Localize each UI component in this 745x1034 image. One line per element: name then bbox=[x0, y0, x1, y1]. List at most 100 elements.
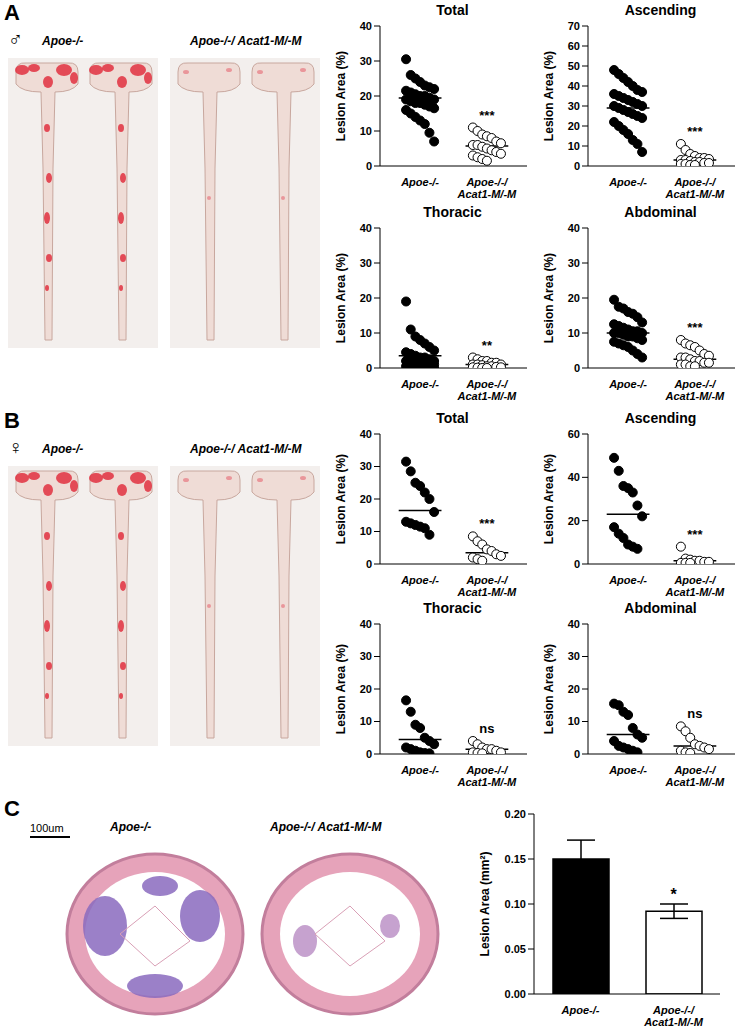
svg-text:0.05: 0.05 bbox=[505, 943, 526, 955]
svg-text:***: *** bbox=[687, 527, 703, 542]
svg-text:Apoe-/-: Apoe-/- bbox=[400, 378, 439, 390]
svg-text:10: 10 bbox=[568, 327, 580, 339]
svg-text:Apoe-/-: Apoe-/- bbox=[608, 764, 647, 776]
svg-text:0: 0 bbox=[574, 748, 580, 760]
svg-text:Lesion Area (mm²): Lesion Area (mm²) bbox=[478, 852, 492, 957]
svg-text:Apoe-/-/Acat1-M/-M: Apoe-/-/Acat1-M/-M bbox=[665, 574, 726, 598]
html-text:Total: Total bbox=[436, 410, 469, 426]
svg-text:***: *** bbox=[479, 516, 495, 531]
svg-text:30: 30 bbox=[360, 650, 372, 662]
svg-text:Lesion Area (%): Lesion Area (%) bbox=[334, 51, 348, 141]
svg-text:40: 40 bbox=[360, 428, 372, 440]
svg-text:0: 0 bbox=[574, 558, 580, 570]
svg-text:Lesion Area (%): Lesion Area (%) bbox=[334, 454, 348, 544]
svg-text:Apoe-/-: Apoe-/- bbox=[561, 1004, 600, 1016]
svg-text:Apoe-/-/Acat1-M/-M: Apoe-/-/Acat1-M/-M bbox=[457, 764, 518, 788]
svg-text:Apoe-/-: Apoe-/- bbox=[608, 574, 647, 586]
svg-text:0: 0 bbox=[366, 160, 372, 172]
svg-text:10: 10 bbox=[568, 140, 580, 152]
svg-text:50: 50 bbox=[568, 60, 580, 72]
svg-text:Apoe-/-/Acat1-M/-M: Apoe-/-/Acat1-M/-M bbox=[665, 764, 726, 788]
svg-text:30: 30 bbox=[360, 55, 372, 67]
svg-text:40: 40 bbox=[360, 20, 372, 32]
svg-text:***: *** bbox=[479, 108, 495, 123]
svg-text:Apoe-/-: Apoe-/- bbox=[608, 378, 647, 390]
html-text:Ascending: Ascending bbox=[624, 410, 697, 426]
svg-text:40: 40 bbox=[568, 222, 580, 234]
html-text:Apoe-/-: Apoe-/- bbox=[110, 820, 152, 834]
svg-text:Apoe-/-/Acat1-M/-M: Apoe-/-/Acat1-M/-M bbox=[665, 378, 726, 402]
svg-text:20: 20 bbox=[360, 493, 372, 505]
html-text:C: C bbox=[4, 796, 20, 821]
svg-text:60: 60 bbox=[568, 40, 580, 52]
svg-text:30: 30 bbox=[568, 650, 580, 662]
html-text:Apoe-/-: Apoe-/- bbox=[42, 442, 84, 456]
svg-text:40: 40 bbox=[360, 618, 372, 630]
svg-text:ns: ns bbox=[687, 706, 702, 721]
svg-text:0: 0 bbox=[574, 362, 580, 374]
svg-text:Lesion Area (%): Lesion Area (%) bbox=[542, 454, 556, 544]
html-text:B: B bbox=[4, 408, 20, 433]
svg-text:40: 40 bbox=[568, 618, 580, 630]
svg-text:20: 20 bbox=[568, 120, 580, 132]
svg-text:Apoe-/-/Acat1-M/-M: Apoe-/-/Acat1-M/-M bbox=[457, 176, 518, 200]
svg-text:*: * bbox=[670, 886, 677, 903]
svg-text:30: 30 bbox=[360, 257, 372, 269]
svg-text:**: ** bbox=[482, 338, 493, 353]
svg-text:Apoe-/-/Acat1-M/-M: Apoe-/-/Acat1-M/-M bbox=[457, 378, 518, 402]
svg-text:***: *** bbox=[687, 124, 703, 139]
svg-text:60: 60 bbox=[568, 428, 580, 440]
svg-text:0: 0 bbox=[366, 362, 372, 374]
svg-text:40: 40 bbox=[360, 222, 372, 234]
svg-text:0: 0 bbox=[574, 160, 580, 172]
svg-text:Apoe-/-/Acat1-M/-M: Apoe-/-/Acat1-M/-M bbox=[457, 574, 518, 598]
svg-text:40: 40 bbox=[568, 80, 580, 92]
svg-text:20: 20 bbox=[360, 683, 372, 695]
svg-text:30: 30 bbox=[568, 257, 580, 269]
html-text:Thoracic: Thoracic bbox=[423, 204, 482, 220]
svg-text:Apoe-/-/Acat1-M/-M: Apoe-/-/Acat1-M/-M bbox=[643, 1004, 704, 1028]
svg-text:0: 0 bbox=[366, 748, 372, 760]
svg-text:10: 10 bbox=[360, 715, 372, 727]
svg-text:0.00: 0.00 bbox=[505, 988, 526, 1000]
svg-text:40: 40 bbox=[568, 471, 580, 483]
html-text:Abdominal: Abdominal bbox=[624, 600, 697, 616]
svg-text:Apoe-/-: Apoe-/- bbox=[400, 764, 439, 776]
svg-text:10: 10 bbox=[360, 525, 372, 537]
html-text:A: A bbox=[4, 0, 20, 25]
html-text:Abdominal: Abdominal bbox=[624, 204, 697, 220]
svg-text:Lesion Area (%): Lesion Area (%) bbox=[334, 253, 348, 343]
svg-text:20: 20 bbox=[568, 515, 580, 527]
svg-text:0.10: 0.10 bbox=[505, 898, 526, 910]
svg-text:ns: ns bbox=[479, 721, 494, 736]
svg-text:20: 20 bbox=[360, 292, 372, 304]
svg-text:Lesion Area (%): Lesion Area (%) bbox=[542, 51, 556, 141]
svg-text:10: 10 bbox=[360, 327, 372, 339]
svg-text:Lesion Area (%): Lesion Area (%) bbox=[542, 253, 556, 343]
svg-text:Apoe-/-/Acat1-M/-M: Apoe-/-/Acat1-M/-M bbox=[665, 176, 726, 200]
svg-text:20: 20 bbox=[568, 683, 580, 695]
svg-text:Apoe-/-: Apoe-/- bbox=[608, 176, 647, 188]
svg-text:0.20: 0.20 bbox=[505, 808, 526, 820]
html-text:Ascending: Ascending bbox=[624, 2, 697, 18]
svg-text:0: 0 bbox=[366, 558, 372, 570]
svg-text:Lesion Area (%): Lesion Area (%) bbox=[542, 644, 556, 734]
html-text:Apoe-/-: Apoe-/- bbox=[42, 34, 84, 48]
svg-text:***: *** bbox=[687, 320, 703, 335]
html-text:Apoe-/-/ Acat1-M/-M: Apoe-/-/ Acat1-M/-M bbox=[190, 34, 302, 48]
svg-text:10: 10 bbox=[360, 125, 372, 137]
svg-text:Apoe-/-: Apoe-/- bbox=[400, 176, 439, 188]
svg-text:Apoe-/-: Apoe-/- bbox=[400, 574, 439, 586]
svg-text:0.15: 0.15 bbox=[505, 853, 526, 865]
html-text:Apoe-/-/ Acat1-M/-M: Apoe-/-/ Acat1-M/-M bbox=[190, 442, 302, 456]
html-text:Thoracic: Thoracic bbox=[423, 600, 482, 616]
svg-text:20: 20 bbox=[568, 292, 580, 304]
html-text:Total: Total bbox=[436, 2, 469, 18]
html-text:Apoe-/-/ Acat1-M/-M: Apoe-/-/ Acat1-M/-M bbox=[270, 820, 382, 834]
svg-text:30: 30 bbox=[360, 460, 372, 472]
svg-text:70: 70 bbox=[568, 20, 580, 32]
svg-text:Lesion Area (%): Lesion Area (%) bbox=[334, 644, 348, 734]
svg-text:30: 30 bbox=[568, 100, 580, 112]
svg-text:10: 10 bbox=[568, 715, 580, 727]
svg-text:20: 20 bbox=[360, 90, 372, 102]
